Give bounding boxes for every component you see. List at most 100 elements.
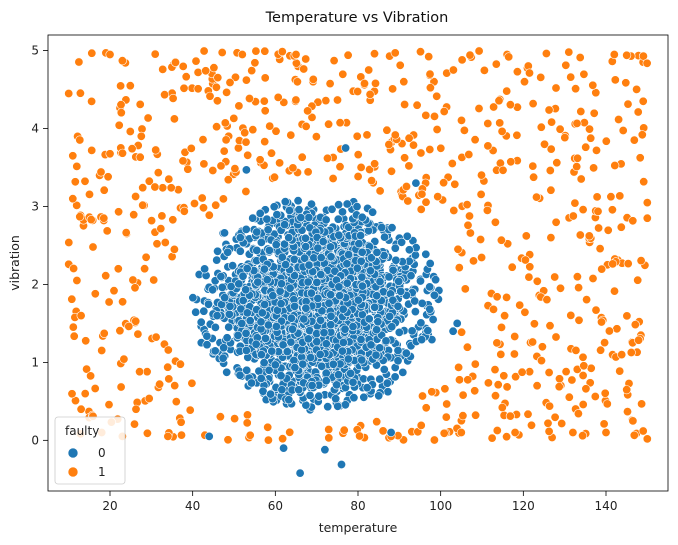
data-point-faulty-1 [80, 389, 90, 399]
data-point-faulty-1 [630, 320, 640, 330]
data-point-faulty-1 [564, 392, 574, 402]
data-point-faulty-1 [482, 205, 492, 215]
data-point-faulty-0 [314, 391, 324, 401]
data-point-faulty-0 [356, 334, 366, 344]
data-point-faulty-0 [393, 345, 403, 355]
data-point-faulty-1 [209, 63, 219, 73]
data-point-faulty-1 [104, 400, 114, 410]
data-point-faulty-0 [377, 223, 387, 233]
data-point-faulty-1 [622, 50, 632, 60]
data-point-faulty-0 [326, 252, 336, 262]
data-point-faulty-1 [151, 332, 161, 342]
data-point-faulty-0 [225, 301, 235, 311]
data-point-faulty-0 [267, 346, 277, 356]
data-point-faulty-0 [298, 359, 308, 369]
data-point-faulty-0 [305, 390, 315, 400]
data-point-faulty-1 [157, 211, 167, 221]
data-point-faulty-0 [353, 295, 363, 305]
data-point-faulty-0 [257, 308, 267, 318]
data-point-faulty-0 [279, 239, 289, 249]
data-point-faulty-0 [388, 295, 398, 305]
data-point-faulty-1 [552, 158, 562, 168]
data-point-faulty-1 [221, 135, 231, 145]
data-point-faulty-0 [406, 271, 416, 281]
data-point-faulty-1 [560, 133, 570, 143]
data-point-faulty-1 [263, 435, 273, 445]
data-point-faulty-0 [270, 360, 280, 370]
data-point-faulty-0 [286, 337, 296, 347]
data-point-faulty-1 [529, 172, 539, 182]
data-point-faulty-1 [401, 182, 411, 192]
data-point-faulty-0 [333, 401, 343, 411]
data-point-faulty-1 [234, 101, 244, 111]
data-point-faulty-0 [241, 285, 251, 295]
data-point-faulty-1 [483, 378, 493, 388]
data-point-faulty-1 [237, 49, 247, 59]
y-tick-label: 5 [31, 44, 39, 58]
data-point-faulty-0 [338, 337, 348, 347]
data-point-faulty-0 [238, 271, 248, 281]
data-point-faulty-0 [235, 370, 245, 380]
data-point-faulty-1 [491, 59, 501, 69]
data-point-faulty-1 [251, 46, 261, 56]
data-point-faulty-1 [489, 102, 499, 112]
data-point-faulty-1 [250, 58, 260, 68]
data-point-faulty-0 [188, 293, 198, 303]
data-point-faulty-0 [306, 288, 316, 298]
points-layer [64, 46, 652, 478]
data-point-faulty-1 [470, 386, 480, 396]
data-point-faulty-1 [615, 191, 625, 201]
data-point-faulty-1 [285, 427, 295, 437]
data-point-faulty-0 [388, 265, 398, 275]
data-point-faulty-0 [202, 331, 212, 341]
data-point-faulty-0 [290, 363, 300, 373]
data-point-faulty-1 [632, 84, 642, 94]
data-point-faulty-1 [578, 399, 588, 409]
data-point-faulty-0 [241, 165, 251, 175]
data-point-faulty-1 [116, 81, 126, 91]
data-point-faulty-1 [104, 297, 114, 307]
data-point-faulty-1 [636, 256, 646, 266]
data-point-faulty-0 [301, 242, 311, 252]
data-point-faulty-0 [277, 252, 287, 262]
data-point-faulty-1 [87, 145, 97, 155]
data-point-faulty-1 [574, 315, 584, 325]
data-point-faulty-1 [382, 125, 392, 135]
data-point-faulty-1 [64, 238, 74, 248]
data-point-faulty-1 [169, 244, 179, 254]
data-point-faulty-1 [321, 96, 331, 106]
data-point-faulty-0 [256, 373, 266, 383]
data-point-faulty-1 [490, 391, 500, 401]
data-point-faulty-0 [393, 356, 403, 366]
data-point-faulty-0 [428, 314, 438, 324]
data-point-faulty-1 [130, 283, 140, 293]
data-point-faulty-1 [574, 283, 584, 293]
data-point-faulty-0 [320, 445, 330, 455]
data-point-faulty-1 [493, 380, 503, 390]
data-point-faulty-1 [178, 61, 188, 71]
data-point-faulty-1 [328, 174, 338, 184]
data-point-faulty-0 [297, 345, 307, 355]
data-point-faulty-1 [496, 235, 506, 245]
data-point-faulty-0 [289, 271, 299, 281]
legend-marker-1 [67, 466, 79, 478]
data-point-faulty-1 [500, 311, 510, 321]
data-point-faulty-1 [591, 305, 601, 315]
x-tick-label: 140 [595, 499, 618, 513]
data-point-faulty-1 [219, 146, 229, 156]
data-point-faulty-1 [181, 72, 191, 82]
data-point-faulty-0 [235, 246, 245, 256]
data-point-faulty-1 [208, 166, 218, 176]
data-point-faulty-1 [460, 284, 470, 294]
data-point-faulty-1 [193, 67, 203, 77]
data-point-faulty-1 [99, 328, 109, 338]
data-point-faulty-1 [131, 404, 141, 414]
data-point-faulty-1 [448, 65, 458, 75]
data-point-faulty-1 [471, 410, 481, 420]
data-point-faulty-0 [330, 266, 340, 276]
data-point-faulty-1 [504, 52, 514, 62]
chart-title: Temperature vs Vibration [265, 10, 449, 26]
data-point-faulty-1 [218, 194, 228, 204]
data-point-faulty-0 [425, 282, 435, 292]
data-point-faulty-0 [241, 224, 251, 234]
